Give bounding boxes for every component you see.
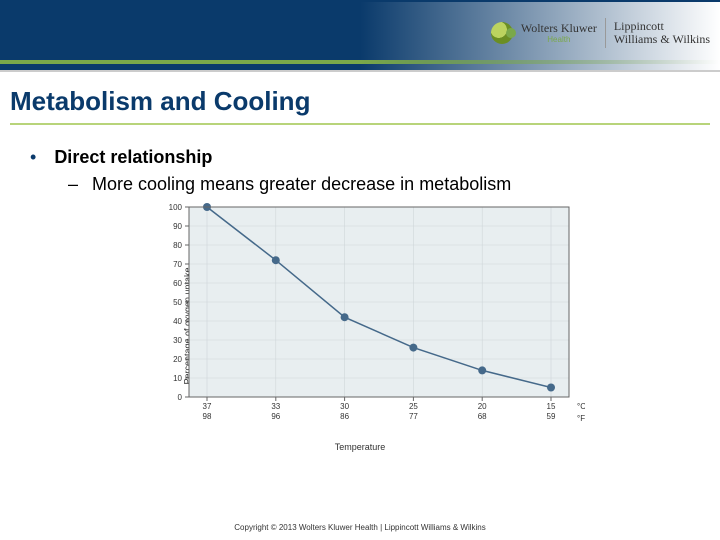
header-band: Wolters Kluwer Health Lippincott William… [0, 0, 720, 72]
svg-text:98: 98 [203, 412, 212, 421]
svg-text:70: 70 [173, 260, 182, 269]
svg-text:40: 40 [173, 317, 182, 326]
brand-left-text: Wolters Kluwer Health [521, 22, 597, 44]
header-thin-line [0, 70, 720, 72]
bullet-row: • Direct relationship [30, 145, 690, 170]
sub-bullet-text: More cooling means greater decrease in m… [92, 172, 511, 197]
bullet-main-text: Direct relationship [54, 145, 212, 170]
brand-right-line2: Williams & Wilkins [614, 33, 710, 46]
brand-left-sub: Health [547, 36, 570, 44]
brand-box: Wolters Kluwer Health Lippincott William… [491, 18, 710, 48]
wolters-kluwer-logo-icon [491, 22, 513, 44]
svg-text:0: 0 [178, 393, 183, 402]
svg-text:96: 96 [271, 412, 280, 421]
svg-text:10: 10 [173, 374, 182, 383]
svg-text:68: 68 [478, 412, 487, 421]
svg-text:100: 100 [169, 203, 183, 212]
svg-text:20: 20 [173, 355, 182, 364]
svg-text:30: 30 [340, 402, 349, 411]
svg-text:59: 59 [547, 412, 556, 421]
chart-y-ticks: 0 10 20 30 40 50 60 70 80 90 100 [169, 203, 189, 402]
brand-right-text: Lippincott Williams & Wilkins [614, 20, 710, 46]
chart-x-ticks: 3798 3396 3086 2577 2068 1559 [203, 397, 556, 421]
svg-text:60: 60 [173, 279, 182, 288]
bullet-dot-icon: • [30, 145, 36, 170]
svg-text:33: 33 [271, 402, 280, 411]
svg-text:77: 77 [409, 412, 418, 421]
chart-x-axis-label: Temperature [335, 442, 386, 452]
header-accent-line [0, 60, 720, 64]
svg-text:15: 15 [547, 402, 556, 411]
svg-text:30: 30 [173, 336, 182, 345]
brand-left-main: Wolters Kluwer [521, 22, 597, 34]
svg-text:86: 86 [340, 412, 349, 421]
svg-text:90: 90 [173, 222, 182, 231]
svg-text:50: 50 [173, 298, 182, 307]
copyright-text: Copyright © 2013 Wolters Kluwer Health |… [0, 523, 720, 532]
sub-dash-icon: – [68, 172, 78, 197]
chart-container: Percentage of oxygen uptake 010203040506… [135, 203, 585, 448]
svg-text:37: 37 [203, 402, 212, 411]
chart-unit-f: °F [577, 414, 585, 423]
svg-text:25: 25 [409, 402, 418, 411]
chart-unit-c: °C [577, 402, 585, 411]
chart-svg: 0102030405060708090100 37983396308625772… [135, 203, 585, 448]
slide-title: Metabolism and Cooling [10, 86, 720, 117]
content-area: • Direct relationship – More cooling mea… [0, 125, 720, 448]
svg-text:20: 20 [478, 402, 487, 411]
header-top-line [0, 0, 720, 2]
svg-text:80: 80 [173, 241, 182, 250]
brand-divider [605, 18, 606, 48]
sub-bullet-row: – More cooling means greater decrease in… [68, 172, 690, 197]
